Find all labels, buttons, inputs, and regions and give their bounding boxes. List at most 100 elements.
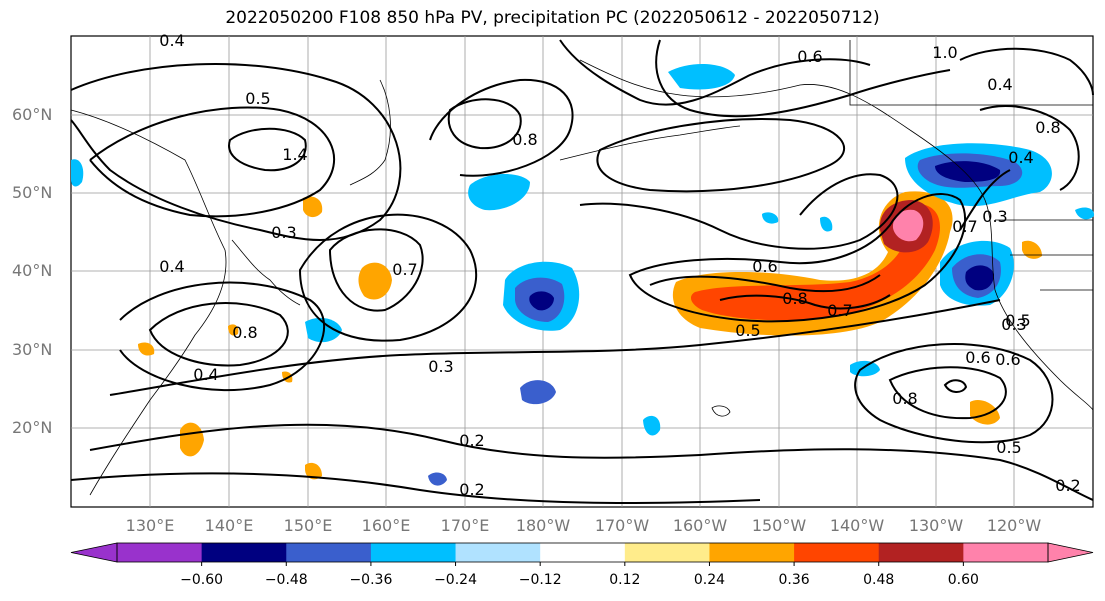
colorbar-tick-label: −0.60 xyxy=(180,572,224,588)
precip-positive-small-3 xyxy=(303,196,323,218)
precip-negative-small-1 xyxy=(520,380,556,405)
pv-contour-label: 0.3 xyxy=(982,207,1007,226)
pv-contour-11 xyxy=(649,274,881,293)
border-us-states xyxy=(995,219,1093,291)
pv-contour-label: 0.7 xyxy=(392,260,417,279)
pv-contour-22 xyxy=(943,379,968,393)
pv-contour-label: 0.4 xyxy=(159,257,184,276)
longitude-label: 150°E xyxy=(283,516,333,535)
coastline-east-asia xyxy=(70,109,227,496)
colorbar-swatch xyxy=(963,543,1049,562)
pv-contour-label: 0.8 xyxy=(1035,118,1060,137)
pv-contour-label: 0.8 xyxy=(232,323,257,342)
precip-negative-bering xyxy=(668,64,735,90)
latitude-label: 50°N xyxy=(12,183,53,202)
pv-contour-label: 0.3 xyxy=(1001,315,1026,334)
longitude-label: 170°W xyxy=(594,516,650,535)
longitude-label: 170°E xyxy=(440,516,490,535)
coastline-north-america-west xyxy=(909,129,1094,411)
colorbar xyxy=(70,542,1094,566)
colorbar-swatch xyxy=(709,543,795,562)
precip-positive-small-4 xyxy=(970,399,1000,425)
pv-contour-17 xyxy=(109,299,1001,396)
pv-contour-6 xyxy=(559,39,871,106)
precip-positive-small-7 xyxy=(138,342,155,356)
pv-contour-23 xyxy=(979,105,1080,191)
pv-contour-18 xyxy=(89,423,1094,501)
pv-contour-label: 0.5 xyxy=(996,438,1021,457)
pv-contour-label: 0.7 xyxy=(827,301,852,320)
latitude-label: 30°N xyxy=(12,340,53,359)
pv-contour-20 xyxy=(854,342,1054,444)
colorbar-swatch xyxy=(455,543,541,562)
precip-negative-small-4 xyxy=(643,415,661,436)
pv-contour-label: 0.6 xyxy=(797,47,822,66)
pv-contour-24 xyxy=(959,47,1094,96)
latitude-label: 60°N xyxy=(12,105,53,124)
pv-contour-label: 0.8 xyxy=(892,389,917,408)
longitude-label: 130°E xyxy=(125,516,175,535)
colorbar-outline xyxy=(116,542,1049,563)
colorbar-swatch xyxy=(540,543,626,562)
pv-contours xyxy=(70,39,1094,504)
pv-contour-label: 0.4 xyxy=(193,365,218,384)
longitude-label: 160°E xyxy=(361,516,411,535)
precip-negative-small-8 xyxy=(762,212,779,224)
pv-contour-label: 0.2 xyxy=(1055,476,1080,495)
coastline-japan xyxy=(231,239,301,306)
pv-contour-label: 0.5 xyxy=(1005,311,1030,330)
pv-contour-12 xyxy=(719,294,891,310)
precip-positive-band-core xyxy=(690,204,940,321)
pv-contour-8 xyxy=(596,118,845,193)
colorbar-tick-label: 0.24 xyxy=(693,572,726,588)
pv-contour-2 xyxy=(89,106,336,218)
graticule xyxy=(71,36,1093,507)
precip-positive-small-6 xyxy=(305,462,322,480)
pv-contour-label: 0.2 xyxy=(459,480,484,499)
pv-contour-label: 0.5 xyxy=(735,321,760,340)
pv-contour-10 xyxy=(628,193,966,323)
coastline-alaska xyxy=(579,59,911,131)
pv-contour-label: 0.5 xyxy=(245,89,270,108)
coastline-aleutians xyxy=(559,125,741,161)
colorbar-tick-label: 0.60 xyxy=(947,572,979,588)
longitude-label: 130°W xyxy=(908,516,964,535)
precip-positive-small-8 xyxy=(228,324,239,336)
colorbar-tick-label: −0.12 xyxy=(518,572,562,588)
precip-positive-small-5 xyxy=(1022,240,1042,259)
pv-contour-25 xyxy=(959,169,1011,231)
longitude-label: 150°W xyxy=(751,516,807,535)
pv-contour-label: 1.4 xyxy=(282,145,307,164)
precip-positive-small-2 xyxy=(180,422,204,457)
colorbar-extend-low xyxy=(70,542,118,563)
pv-contour-label: 0.3 xyxy=(428,357,453,376)
precip-negative-kuril xyxy=(468,174,530,211)
pv-contour-label: 0.4 xyxy=(1008,148,1033,167)
longitude-label: 140°W xyxy=(829,516,885,535)
pv-contour-15 xyxy=(148,302,289,367)
pv-contour-5 xyxy=(429,78,574,177)
colorbar-swatch xyxy=(624,543,710,562)
longitude-label: 120°W xyxy=(986,516,1042,535)
colorbar-tick-label: 0.48 xyxy=(863,572,895,588)
pv-contour-labels: 0.40.50.6 1.00.40.80.7 0.60.80.70.50.30.20… xyxy=(159,31,1080,499)
colorbar-swatch xyxy=(370,543,457,562)
pv-contour-14 xyxy=(298,213,478,342)
pv-contour-19 xyxy=(70,472,761,504)
colorbar-tick-label: −0.48 xyxy=(264,572,308,588)
pv-contour-13 xyxy=(328,228,424,312)
coastline-hawaii xyxy=(711,405,731,417)
pv-contour-4 xyxy=(447,98,522,150)
pv-contour-21 xyxy=(888,366,1007,420)
pv-contour-label: 1.0 xyxy=(932,43,957,62)
precip-negative-small-6 xyxy=(71,159,84,187)
pv-contour-label: 0.6 xyxy=(965,348,990,367)
colorbar-tick-label: −0.24 xyxy=(434,572,477,588)
pv-contour-3 xyxy=(228,127,307,172)
border-canada-us xyxy=(849,40,1093,106)
coastlines xyxy=(70,40,1094,496)
pv-contour-label: 0.4 xyxy=(159,31,184,50)
latitude-label: 20°N xyxy=(12,418,53,437)
pv-contour-label: 0.3 xyxy=(271,223,296,242)
